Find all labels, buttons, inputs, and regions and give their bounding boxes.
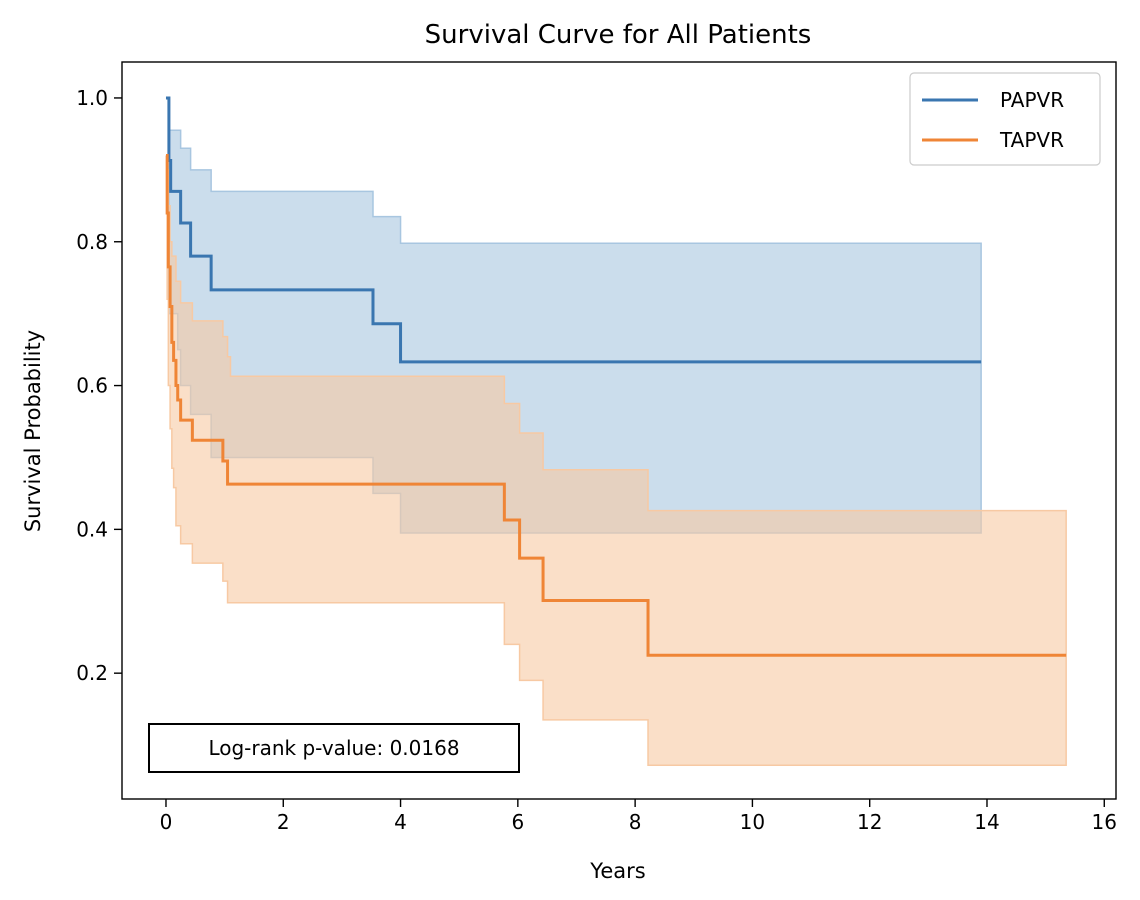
survival-lines: [165, 96, 1067, 657]
annotation-text: Log-rank p-value: 0.0168: [208, 736, 459, 760]
annotation-box: [148, 723, 520, 773]
confidence-bands: [165, 97, 1067, 766]
y-axis-label: Survival Probability: [21, 330, 45, 532]
ci-band-tapvr: [165, 154, 1067, 766]
survival-line-papvr: [165, 96, 982, 364]
x-tick-label: 2: [277, 810, 290, 834]
y-tick-label: 0.6: [76, 374, 108, 398]
y-tick-label: 0.8: [76, 230, 108, 254]
x-tick-label: 4: [394, 810, 407, 834]
x-tick-label: 0: [160, 810, 173, 834]
x-axis: 0 2 4 6 8 10 12 14 16: [160, 799, 1117, 834]
survival-line-tapvr: [165, 153, 1067, 657]
y-axis: 0.2 0.4 0.6 0.8 1.0: [76, 86, 122, 685]
x-tick-label: 10: [740, 810, 765, 834]
plot-frame: [121, 61, 1117, 800]
legend-label-tapvr: TAPVR: [999, 128, 1064, 152]
x-tick-label: 12: [857, 810, 882, 834]
x-axis-label: Years: [589, 859, 645, 883]
chart-title: Survival Curve for All Patients: [425, 20, 812, 50]
legend: PAPVR TAPVR: [909, 72, 1101, 166]
x-tick-label: 8: [629, 810, 642, 834]
logrank-annotation: Log-rank p-value: 0.0168: [148, 723, 520, 773]
x-tick-label: 14: [974, 810, 999, 834]
legend-label-papvr: PAPVR: [1000, 88, 1064, 112]
x-tick-label: 16: [1092, 810, 1117, 834]
y-tick-label: 0.4: [76, 517, 108, 541]
y-tick-label: 0.2: [76, 661, 108, 685]
y-tick-label: 1.0: [76, 86, 108, 110]
legend-box: [909, 72, 1101, 166]
x-tick-label: 6: [511, 810, 524, 834]
